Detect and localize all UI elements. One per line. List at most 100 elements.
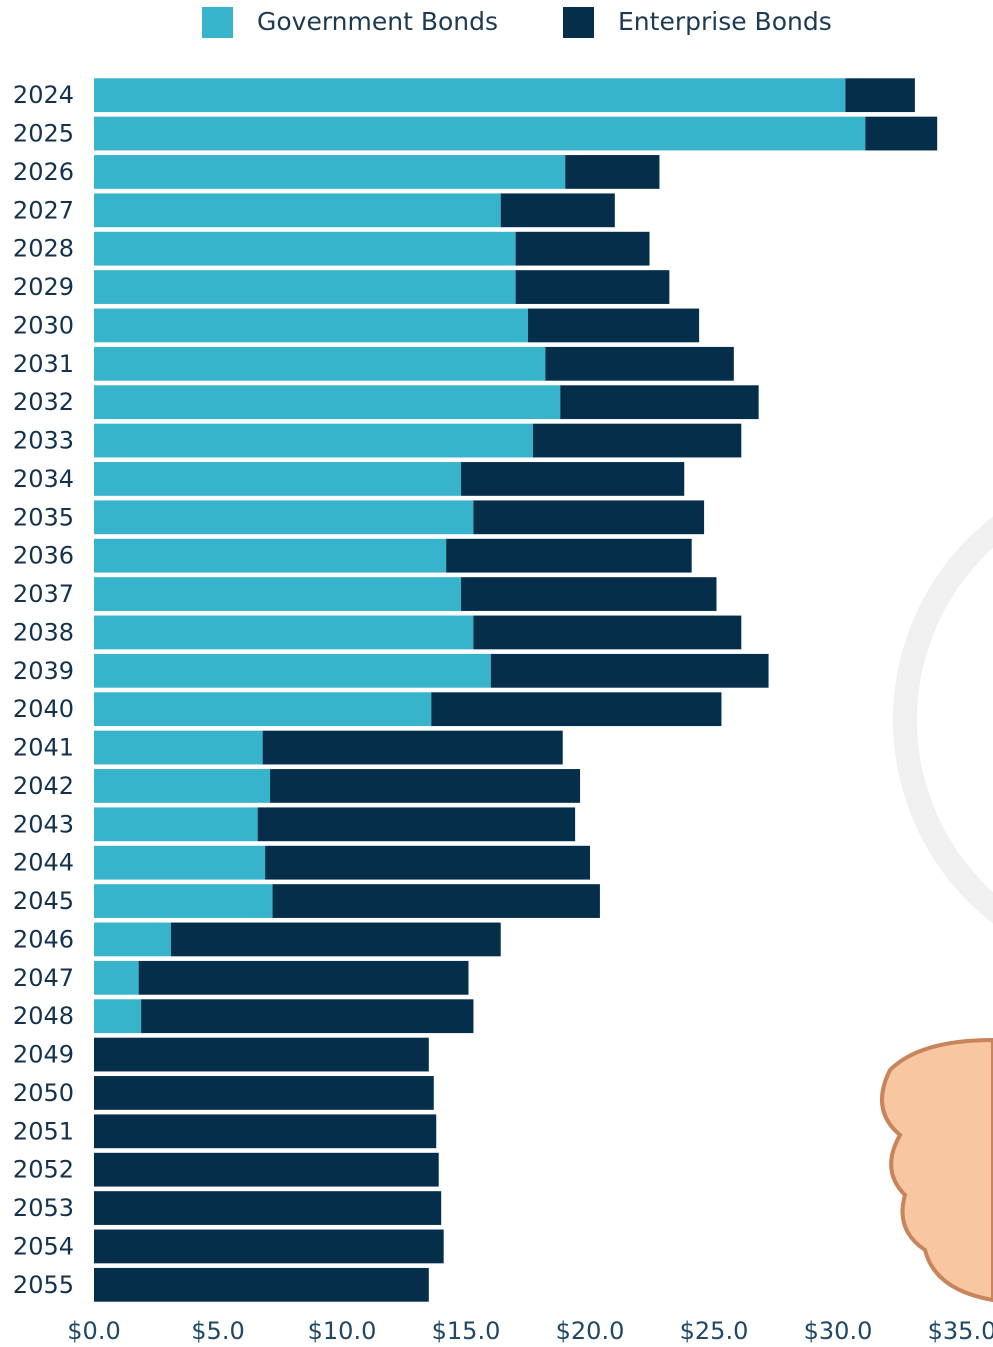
bar-segment [141,999,474,1034]
legend-swatch [202,7,233,38]
bar-segment [431,692,722,727]
bar-segment [515,270,670,304]
legend-label: Enterprise Bonds [618,7,832,36]
bar-segment [94,1152,439,1187]
bar-segment [865,116,938,151]
y-tick-label: 2024 [13,81,74,109]
bar-segment [560,385,759,420]
x-tick-label: $25.0 [680,1317,749,1345]
y-tick-label: 2048 [13,1002,74,1030]
y-tick-label: 2025 [13,120,74,148]
bar-segment [565,155,660,189]
legend-swatch [563,7,594,38]
bar-segment [490,653,769,688]
bar-segment [446,538,692,573]
y-tick-label: 2046 [13,925,74,953]
bar-segment [170,922,501,957]
bar-segment [94,193,501,228]
bar-segment [94,922,171,957]
y-tick-label: 2050 [13,1079,74,1107]
bar-segment [500,193,615,228]
bar-segment [94,615,474,650]
bar-segment [272,884,600,918]
y-tick-label: 2028 [13,235,74,263]
x-tick-label: $35.0 [928,1317,993,1345]
y-tick-label: 2036 [13,542,74,570]
y-tick-label: 2030 [13,311,74,339]
bar-segment [94,1229,444,1264]
bar-segment [94,116,866,151]
y-tick-label: 2053 [13,1194,74,1222]
bar-segment [94,385,561,420]
bar-segment [94,308,528,343]
y-tick-label: 2049 [13,1041,74,1069]
y-tick-label: 2040 [13,695,74,723]
bar-segment [94,538,447,573]
bar-segment [94,462,462,496]
bar-segment [94,845,266,880]
bar-segment [94,270,516,304]
y-tick-label: 2038 [13,618,74,646]
bar-segment [94,231,516,266]
bar-segment [94,999,142,1034]
bar-segment [270,769,581,803]
y-tick-label: 2033 [13,427,74,455]
y-tick-label: 2032 [13,388,74,416]
bar-segment [94,807,258,842]
bar-segment [94,884,273,918]
y-tick-label: 2042 [13,772,74,800]
y-tick-label: 2052 [13,1156,74,1184]
bar-segment [515,231,650,266]
bar-segment [265,845,590,880]
x-tick-label: $15.0 [432,1317,501,1345]
y-tick-label: 2031 [13,350,74,378]
bar-segment [94,730,263,765]
bar-segment [545,346,734,381]
legend-label: Government Bonds [257,7,498,36]
bar-segment [94,1267,429,1302]
bar-segment [94,653,491,688]
y-tick-label: 2034 [13,465,74,493]
bar-segment [461,462,685,496]
bar-segment [94,692,432,727]
y-tick-label: 2035 [13,503,74,531]
y-tick-label: 2037 [13,580,74,608]
bar-segment [94,1037,429,1072]
y-tick-label: 2041 [13,734,74,762]
bar-segment [94,1191,442,1225]
bar-segment [94,423,533,458]
bar-segment [94,1076,434,1110]
bar-segment [262,730,563,765]
bar-segment [94,500,474,535]
bar-segment [94,78,846,113]
bar-segment [532,423,742,458]
bar-segment [461,577,717,611]
x-tick-label: $20.0 [556,1317,625,1345]
y-tick-label: 2026 [13,158,74,186]
x-tick-label: $30.0 [804,1317,873,1345]
y-tick-label: 2045 [13,887,74,915]
y-tick-label: 2029 [13,273,74,301]
y-tick-label: 2051 [13,1117,74,1145]
y-tick-label: 2043 [13,810,74,838]
bar-segment [473,615,742,650]
y-tick-label: 2055 [13,1271,74,1299]
bar-segment [94,155,566,189]
bar-segment [94,346,546,381]
bar-segment [138,960,469,995]
y-tick-label: 2027 [13,196,74,224]
bar-segment [845,78,915,113]
x-tick-label: $10.0 [308,1317,377,1345]
bar-segment [257,807,576,842]
bar-segment [94,769,271,803]
bar-segment [94,577,462,611]
y-tick-label: 2039 [13,657,74,685]
bar-segment [528,308,700,343]
bar-segment [473,500,705,535]
x-tick-label: $0.0 [67,1317,120,1345]
background-illustration [880,516,993,1303]
y-tick-label: 2044 [13,849,74,877]
bar-segment [94,1114,437,1149]
bar-segment [94,960,139,995]
